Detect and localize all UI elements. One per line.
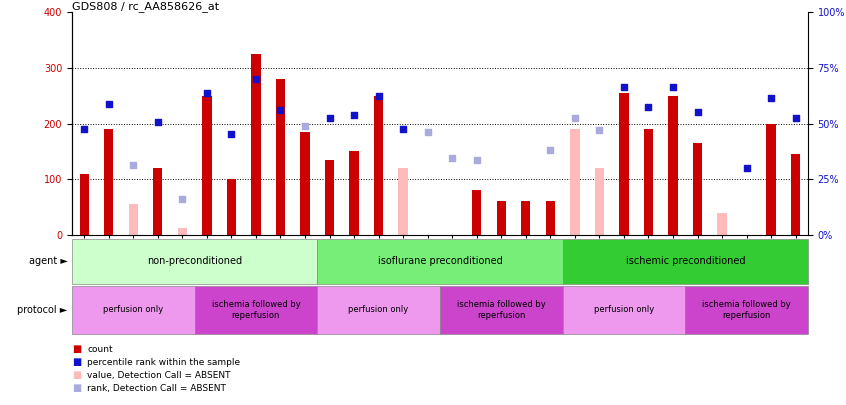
Bar [440,286,563,334]
Bar [563,286,685,334]
Bar [693,143,702,235]
Point [420,129,435,135]
Bar [317,286,440,334]
Point [690,109,704,116]
Point [347,112,360,118]
Point [175,196,189,202]
Bar [374,96,383,235]
Text: perfusion only: perfusion only [594,305,654,314]
Bar [251,54,261,235]
Bar [717,213,727,235]
Point [543,147,557,153]
Bar [766,124,776,235]
Bar [563,239,808,284]
Bar [595,168,604,235]
Bar [153,168,162,235]
Bar [791,154,800,235]
Point [739,165,753,171]
Point [249,76,262,82]
Point [641,104,655,110]
Text: ischemic preconditioned: ischemic preconditioned [625,256,745,266]
Point [396,126,409,132]
Text: ■: ■ [72,357,81,367]
Bar [129,204,138,235]
Text: ischemia followed by
reperfusion: ischemia followed by reperfusion [457,300,546,320]
Point [470,156,483,163]
Text: percentile rank within the sample: percentile rank within the sample [87,358,240,367]
Point [764,95,777,102]
Bar [325,160,334,235]
Text: GDS808 / rc_AA858626_at: GDS808 / rc_AA858626_at [72,1,219,12]
Text: count: count [87,345,113,354]
Text: perfusion only: perfusion only [103,305,163,314]
Point [592,127,606,134]
Point [788,115,802,121]
Bar [685,286,808,334]
Point [445,155,459,161]
Bar [497,202,506,235]
Bar [619,93,629,235]
Point [298,123,311,130]
Point [224,130,239,137]
Point [568,115,581,121]
Text: perfusion only: perfusion only [349,305,409,314]
Point [371,92,385,99]
Point [322,115,336,121]
Bar [668,96,678,235]
Text: ischemia followed by
reperfusion: ischemia followed by reperfusion [702,300,791,320]
Bar [276,79,285,235]
Bar [178,228,187,235]
Text: non-preconditioned: non-preconditioned [147,256,242,266]
Bar [104,129,113,235]
Bar [546,202,555,235]
Point [151,119,164,126]
Bar [644,129,653,235]
Point [666,84,679,91]
Point [102,101,115,107]
Text: ischemia followed by
reperfusion: ischemia followed by reperfusion [212,300,300,320]
Bar [521,202,530,235]
Text: ■: ■ [72,344,81,354]
Text: ■: ■ [72,370,81,380]
Bar [472,190,481,235]
Point [617,84,630,91]
Bar [349,151,359,235]
Bar [227,179,236,235]
Bar [300,132,310,235]
Text: rank, Detection Call = ABSENT: rank, Detection Call = ABSENT [87,384,226,393]
Text: agent ►: agent ► [29,256,68,266]
Point [273,107,287,113]
Bar [72,286,195,334]
Point [126,162,140,168]
Bar [570,129,580,235]
Bar [317,239,563,284]
Bar [398,168,408,235]
Text: ■: ■ [72,383,81,393]
Bar [202,96,212,235]
Point [200,90,213,96]
Text: value, Detection Call = ABSENT: value, Detection Call = ABSENT [87,371,231,380]
Point [77,126,91,132]
Text: isoflurane preconditioned: isoflurane preconditioned [377,256,503,266]
Bar [80,174,89,235]
Bar [72,239,317,284]
Text: protocol ►: protocol ► [18,305,68,315]
Bar [195,286,317,334]
